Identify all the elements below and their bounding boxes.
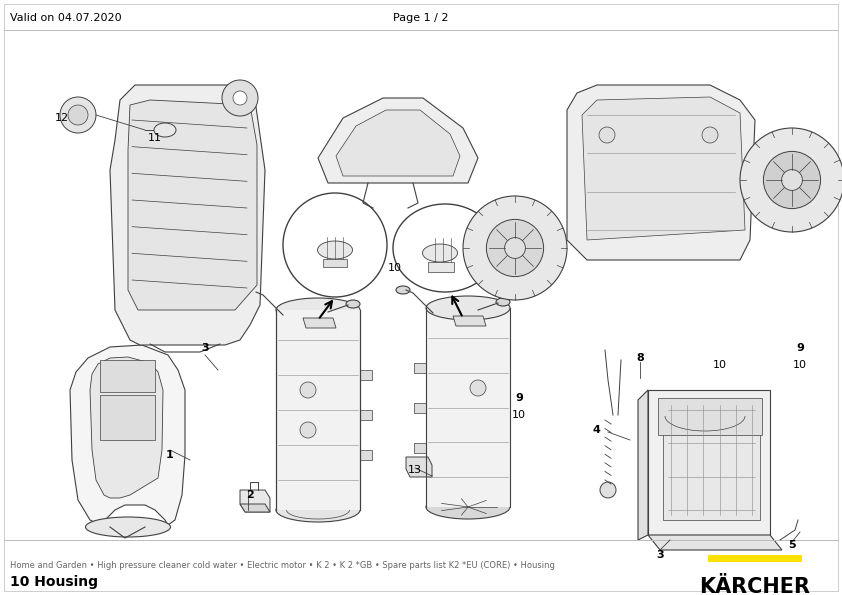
Ellipse shape (276, 498, 360, 522)
Ellipse shape (426, 495, 510, 519)
Circle shape (283, 193, 387, 297)
Circle shape (781, 170, 802, 190)
Polygon shape (414, 443, 426, 453)
Text: 4: 4 (592, 425, 600, 435)
Circle shape (600, 482, 616, 498)
Circle shape (487, 220, 544, 277)
Polygon shape (100, 395, 155, 440)
Circle shape (764, 151, 821, 209)
Text: 10 Housing: 10 Housing (10, 575, 98, 589)
Ellipse shape (423, 244, 457, 262)
Polygon shape (582, 97, 745, 240)
Polygon shape (648, 535, 782, 550)
Polygon shape (406, 457, 432, 477)
Polygon shape (100, 360, 155, 392)
Polygon shape (240, 490, 270, 512)
Text: 10: 10 (793, 360, 807, 370)
Circle shape (60, 97, 96, 133)
Ellipse shape (393, 204, 497, 292)
Text: Page 1 / 2: Page 1 / 2 (393, 13, 449, 23)
Polygon shape (663, 400, 760, 520)
Text: Valid on 04.07.2020: Valid on 04.07.2020 (10, 13, 121, 23)
Circle shape (599, 127, 615, 143)
Text: 8: 8 (636, 353, 644, 363)
Bar (426, 308, 510, 507)
Polygon shape (318, 98, 478, 183)
Polygon shape (336, 110, 460, 176)
Ellipse shape (426, 296, 510, 320)
Polygon shape (414, 363, 426, 373)
Text: 13: 13 (408, 465, 422, 475)
Ellipse shape (86, 517, 170, 537)
Polygon shape (567, 85, 755, 260)
Text: 3: 3 (201, 343, 209, 353)
Polygon shape (128, 100, 257, 310)
Polygon shape (414, 403, 426, 413)
Ellipse shape (396, 286, 410, 294)
Text: 10: 10 (512, 410, 526, 420)
Text: Home and Garden • High pressure cleaner cold water • Electric motor • K 2 • K 2 : Home and Garden • High pressure cleaner … (10, 561, 555, 570)
Text: 3: 3 (656, 550, 663, 560)
Ellipse shape (346, 300, 360, 308)
Polygon shape (360, 450, 372, 460)
Text: 2: 2 (246, 490, 254, 500)
Polygon shape (303, 318, 336, 328)
Polygon shape (240, 504, 270, 512)
Polygon shape (360, 370, 372, 380)
Text: 9: 9 (796, 343, 804, 353)
Circle shape (470, 380, 486, 396)
Polygon shape (658, 398, 762, 435)
Text: 11: 11 (148, 133, 162, 143)
Text: 5: 5 (788, 540, 796, 550)
Ellipse shape (317, 241, 353, 259)
Polygon shape (360, 410, 372, 420)
Circle shape (300, 422, 316, 438)
Polygon shape (453, 316, 486, 326)
Ellipse shape (496, 298, 510, 306)
Circle shape (300, 382, 316, 398)
Text: 10: 10 (388, 263, 402, 273)
Polygon shape (110, 85, 265, 345)
Circle shape (504, 237, 525, 258)
Text: 10: 10 (713, 360, 727, 370)
Ellipse shape (276, 298, 360, 322)
Ellipse shape (154, 123, 176, 137)
Polygon shape (70, 345, 185, 525)
Polygon shape (648, 390, 770, 535)
Text: 12: 12 (55, 113, 69, 123)
Circle shape (68, 105, 88, 125)
Text: KÄRCHER: KÄRCHER (700, 577, 811, 595)
Polygon shape (90, 357, 163, 498)
Ellipse shape (246, 288, 260, 296)
Bar (276, 310, 360, 510)
Circle shape (222, 80, 258, 116)
Bar (708, 555, 802, 562)
Circle shape (463, 196, 567, 300)
Circle shape (233, 91, 247, 105)
Text: 1: 1 (166, 450, 174, 460)
Text: 9: 9 (515, 393, 523, 403)
Polygon shape (638, 390, 648, 540)
Polygon shape (323, 259, 347, 267)
Polygon shape (428, 262, 454, 272)
Circle shape (740, 128, 842, 232)
Circle shape (702, 127, 718, 143)
